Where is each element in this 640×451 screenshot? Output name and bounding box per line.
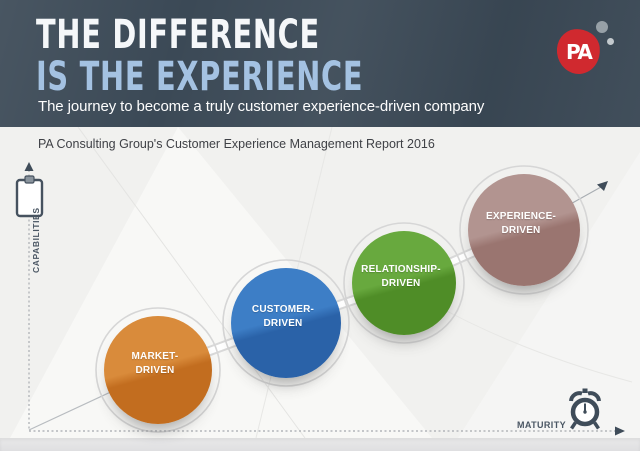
- stage-label: RELATIONSHIP- DRIVEN: [361, 263, 441, 291]
- stage-customer-driven: CUSTOMER- DRIVEN: [231, 268, 341, 378]
- stage-label-line1: MARKET-: [131, 351, 179, 362]
- clipboard-icon: [15, 175, 44, 218]
- stage-label-line1: EXPERIENCE-: [486, 211, 556, 222]
- stage-label: CUSTOMER- DRIVEN: [252, 303, 314, 331]
- pa-logo-dot-small: [607, 38, 614, 45]
- y-axis-arrow-icon: [24, 162, 34, 171]
- x-axis-arrow-icon: [615, 426, 625, 436]
- facet-crease: [429, 301, 633, 383]
- stage-label-line1: CUSTOMER-: [251, 304, 315, 315]
- stage-label-line2: DRIVEN: [381, 278, 421, 289]
- facet-shape: [458, 152, 640, 438]
- stage-label: EXPERIENCE- DRIVEN: [486, 210, 556, 238]
- title-line2: IS THE EXPERIENCE: [36, 54, 364, 100]
- bottom-strip: [0, 438, 640, 451]
- facet-crease: [77, 126, 306, 439]
- title-line1: THE DIFFERENCE: [36, 12, 320, 58]
- stage-label-line2: DRIVEN: [135, 365, 175, 376]
- stage-rings: [95, 165, 589, 433]
- pa-logo-text: PA: [565, 39, 592, 64]
- pa-logo-dot-large: [596, 21, 608, 33]
- x-axis-label: MATURITY: [516, 420, 566, 430]
- stage-experience-driven: EXPERIENCE- DRIVEN: [468, 174, 580, 286]
- y-axis-label: CAPABILITIES: [31, 207, 41, 273]
- header: THE DIFFERENCE IS THE EXPERIENCE The jou…: [0, 0, 640, 127]
- stage-market-driven: MARKET- DRIVEN: [104, 316, 212, 424]
- stage-label-line2: DRIVEN: [263, 318, 303, 329]
- stage-label: MARKET- DRIVEN: [132, 350, 179, 378]
- stage-label-line2: DRIVEN: [501, 225, 541, 236]
- stage-relationship-driven: RELATIONSHIP- DRIVEN: [352, 231, 456, 335]
- report-caption: PA Consulting Group's Customer Experienc…: [38, 137, 435, 151]
- alarm-clock-icon: [569, 388, 601, 430]
- subtitle: The journey to become a truly customer e…: [38, 98, 485, 115]
- trend-arrow-icon: [597, 181, 608, 191]
- stage-label-line1: RELATIONSHIP-: [361, 264, 441, 275]
